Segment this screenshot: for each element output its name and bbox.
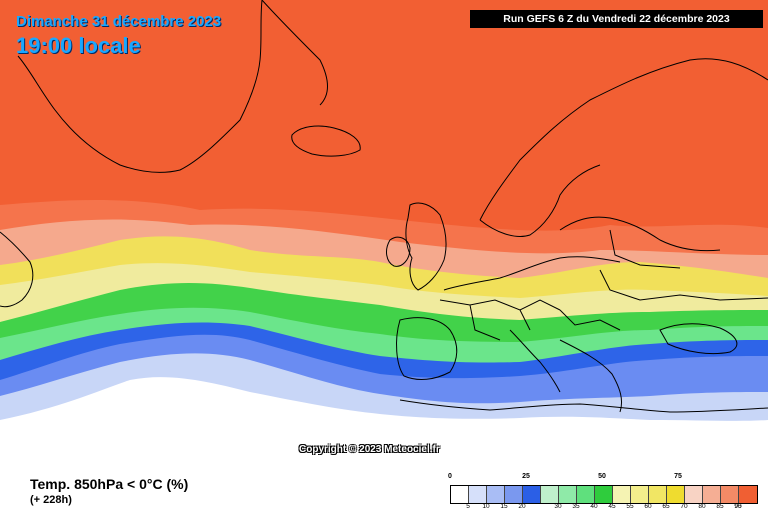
forecast-date: Dimanche 31 décembre 2023 (16, 13, 222, 30)
italy-coast (509, 329, 561, 393)
legend-swatch (703, 486, 721, 503)
legend-swatch (469, 486, 487, 503)
greenland-east-coast (261, 0, 328, 106)
legend-color-bar (450, 485, 758, 504)
legend-swatch (559, 486, 577, 503)
africa-coast (399, 399, 768, 413)
legend-value-label: 60 (644, 503, 652, 510)
legend-value-label: 35 (572, 503, 580, 510)
legend-value-label: 70 (680, 503, 688, 510)
legend-value-label: 85 (716, 503, 724, 510)
legend-value-label: 5 (466, 503, 470, 510)
legend-value-label: 15 (500, 503, 508, 510)
band-0 (0, 377, 768, 470)
legend-tick-75: 75 (674, 473, 682, 480)
variable-label: Temp. 850hPa < 0°C (%) (30, 476, 189, 492)
legend-value-label: 45 (608, 503, 616, 510)
scandinavia-coast (479, 58, 768, 221)
legend-swatch (505, 486, 523, 503)
coastlines (0, 0, 768, 413)
europe-north-coast (443, 256, 621, 291)
legend-swatch (685, 486, 703, 503)
model-run-label: Run GEFS 6 Z du Vendredi 22 décembre 202… (470, 10, 763, 28)
norway-coast (479, 164, 601, 237)
labrador-coast (0, 231, 34, 308)
baltic-coast (559, 216, 721, 252)
legend-value-label: 40 (590, 503, 598, 510)
iberia-coast (396, 317, 458, 380)
ireland-coast (386, 236, 411, 267)
legend-swatch (487, 486, 505, 503)
legend-value-label: 10 (482, 503, 490, 510)
forecast-map (0, 0, 768, 470)
legend-swatch (649, 486, 667, 503)
legend-tick-50: 50 (598, 473, 606, 480)
copyright-watermark: Copyright © 2023 Meteociel.fr (299, 444, 440, 455)
legend-swatch (523, 486, 541, 503)
country-borders (439, 229, 768, 341)
legend-swatch (631, 486, 649, 503)
legend-value-label: 90 (734, 503, 742, 510)
legend-swatch (667, 486, 685, 503)
color-legend: 0 25 50 75 5 10 15 20 30 35 40 45 55 60 65 70 80 85 90… (448, 473, 758, 511)
british-isles-coast (405, 202, 447, 291)
legend-swatch (739, 486, 757, 503)
legend-value-label: 65 (662, 503, 670, 510)
legend-swatch (577, 486, 595, 503)
lead-time-label: (+ 228h) (30, 494, 72, 506)
legend-value-label: 80 (698, 503, 706, 510)
iceland-coast (291, 125, 361, 157)
legend-swatch (451, 486, 469, 503)
footer: Temp. 850hPa < 0°C (%) (+ 228h) 0 25 50 … (0, 470, 768, 512)
greenland-coast (17, 0, 263, 173)
legend-swatch (541, 486, 559, 503)
legend-swatch (595, 486, 613, 503)
black-sea-coast (659, 323, 738, 355)
legend-value-label: 30 (554, 503, 562, 510)
legend-value-label: 20 (518, 503, 526, 510)
legend-tick-0: 0 (448, 473, 452, 480)
balkans-coast (559, 339, 623, 413)
legend-tick-25: 25 (522, 473, 530, 480)
legend-major-ticks: 0 25 50 75 (448, 473, 755, 483)
legend-value-label: 95 (734, 503, 742, 510)
forecast-time: 19:00 locale (16, 33, 141, 58)
legend-swatch (613, 486, 631, 503)
legend-value-label: 55 (626, 503, 634, 510)
legend-swatch (721, 486, 739, 503)
